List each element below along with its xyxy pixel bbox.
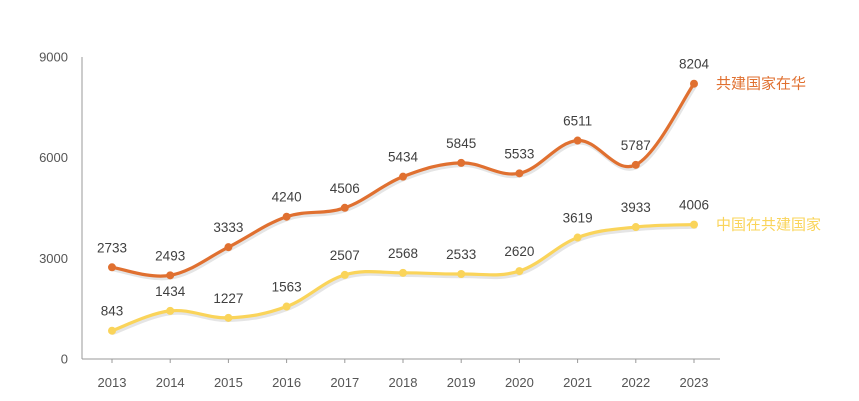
- x-tick-label: 2022: [621, 375, 650, 390]
- data-label: 2568: [388, 246, 418, 261]
- data-point: [690, 79, 698, 88]
- data-label: 3619: [563, 211, 593, 226]
- data-point: [515, 169, 524, 178]
- x-tick-label: 2016: [272, 375, 301, 390]
- data-point: [166, 306, 175, 315]
- data-point: [457, 270, 466, 279]
- data-point: [457, 158, 466, 167]
- series-line: [110, 82, 696, 278]
- data-point: [399, 172, 407, 181]
- series-line: [110, 222, 696, 333]
- x-tick-label: 2017: [330, 375, 359, 390]
- data-point: [631, 223, 640, 232]
- x-tick-label: 2021: [563, 375, 592, 390]
- data-point: [282, 302, 291, 311]
- y-tick-label: 9000: [39, 50, 68, 65]
- data-point: [573, 233, 582, 242]
- data-point: [340, 270, 349, 279]
- data-label: 3333: [213, 220, 243, 235]
- data-label: 2533: [446, 247, 476, 262]
- data-label: 4006: [679, 198, 709, 213]
- data-label: 1227: [213, 291, 243, 306]
- x-axis-ticks: 2013 2014 2015 2016 2017 2018 2019 2020 2021 2022…: [98, 359, 709, 390]
- x-tick-label: 2023: [680, 375, 709, 390]
- series-2: 843 1434 1227 1563 2507 2568 2533 2620 3619 3933 4…: [101, 198, 821, 335]
- x-tick-label: 2015: [214, 375, 243, 390]
- y-tick-label: 6000: [39, 150, 68, 165]
- y-tick-label: 0: [61, 352, 68, 367]
- data-point: [515, 267, 524, 276]
- y-axis-ticks: 0 3000 6000 9000: [39, 50, 68, 367]
- data-label: 5787: [621, 138, 651, 153]
- series-name-label: 中国在共建国家: [716, 216, 821, 234]
- series-line-shadow: [111, 224, 698, 335]
- x-tick-label: 2018: [389, 375, 418, 390]
- data-label: 6511: [563, 114, 592, 129]
- series-layer: 2733 2493 3333 4240 4506 5434 5845 5533 6511 5787…: [97, 57, 821, 335]
- data-label: 843: [101, 304, 124, 319]
- data-point: [399, 268, 407, 277]
- data-point: [690, 220, 698, 229]
- data-label: 3933: [621, 200, 651, 215]
- data-label: 4240: [272, 190, 302, 205]
- data-label: 2493: [155, 248, 185, 263]
- data-label: 5533: [504, 146, 534, 161]
- x-tick-label: 2019: [447, 375, 476, 390]
- data-point: [224, 243, 233, 252]
- series-1: 2733 2493 3333 4240 4506 5434 5845 5533 6511 5787…: [97, 57, 806, 281]
- data-point: [166, 271, 175, 280]
- data-point: [224, 313, 233, 322]
- data-label: 2507: [330, 248, 360, 263]
- data-point: [340, 203, 349, 212]
- data-point: [282, 212, 291, 221]
- x-tick-label: 2014: [156, 375, 185, 390]
- data-point: [108, 326, 116, 335]
- data-point: [108, 263, 116, 272]
- data-label: 2733: [97, 240, 127, 255]
- data-label: 1563: [272, 280, 302, 295]
- x-tick-label: 2020: [505, 375, 534, 390]
- data-point: [631, 160, 640, 169]
- data-point: [573, 136, 582, 145]
- data-label: 1434: [155, 284, 186, 299]
- data-label: 5434: [388, 150, 419, 165]
- data-label: 2620: [504, 244, 534, 259]
- data-label: 4506: [330, 181, 360, 196]
- x-tick-label: 2013: [98, 375, 127, 390]
- data-label: 8204: [679, 57, 710, 72]
- data-label: 5845: [446, 136, 476, 151]
- series-name-label: 共建国家在华: [716, 75, 806, 93]
- y-tick-label: 3000: [39, 251, 68, 266]
